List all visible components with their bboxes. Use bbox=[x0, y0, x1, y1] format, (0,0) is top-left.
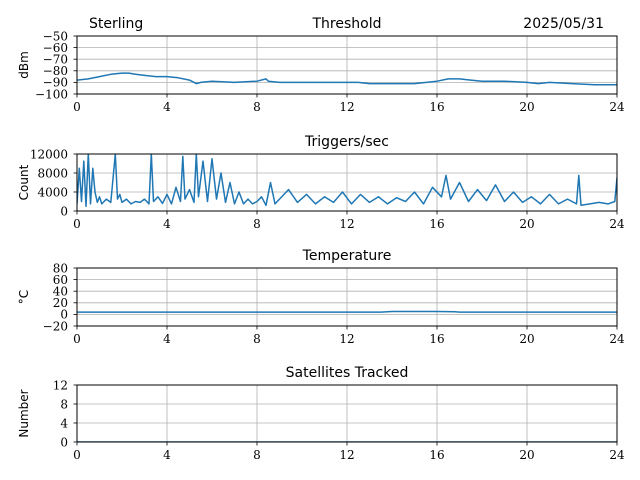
y-tick-label: 4 bbox=[60, 416, 68, 430]
x-tick-label: 0 bbox=[73, 332, 81, 346]
y-tick-label: −20 bbox=[43, 319, 68, 333]
x-tick-label: 8 bbox=[253, 332, 261, 346]
x-tick-label: 8 bbox=[253, 217, 261, 231]
x-tick-label: 16 bbox=[429, 332, 444, 346]
y-tick-label: 4000 bbox=[37, 185, 68, 199]
x-tick-label: 4 bbox=[163, 448, 171, 462]
x-tick-label: 24 bbox=[609, 100, 625, 114]
y-tick-label: −90 bbox=[43, 76, 68, 90]
y-tick-label: 8 bbox=[60, 397, 68, 411]
y-tick-label: 60 bbox=[53, 273, 68, 287]
x-tick-label: 8 bbox=[253, 448, 261, 462]
panel-title: Threshold bbox=[312, 16, 382, 32]
x-tick-label: 4 bbox=[163, 217, 171, 231]
y-tick-label: 80 bbox=[53, 261, 68, 275]
y-axis-label: dBm bbox=[17, 51, 31, 79]
x-tick-label: 4 bbox=[163, 100, 171, 114]
panel-title: Triggers/sec bbox=[304, 134, 389, 150]
plot-frame bbox=[76, 153, 618, 212]
x-tick-label: 24 bbox=[609, 332, 625, 346]
plot-frame bbox=[76, 35, 618, 95]
series-line-1 bbox=[77, 72, 617, 86]
station-name: Sterling bbox=[89, 16, 143, 32]
x-tick-label: 0 bbox=[73, 448, 81, 462]
y-axis-label: Count bbox=[17, 164, 31, 200]
y-tick-label: 0 bbox=[60, 308, 68, 322]
panels: 0 4 8 12 16 20 24 −50−60−70−80−90−100 Threshold d… bbox=[17, 16, 625, 462]
y-tick-label: −80 bbox=[43, 64, 68, 78]
y-axis-label: °C bbox=[17, 290, 31, 304]
x-tick-label: 0 bbox=[73, 217, 81, 231]
plot-frame bbox=[76, 267, 618, 327]
series-line-1 bbox=[77, 310, 617, 313]
panel-4: 0 4 8 12 16 20 24 12 8 4 0 Satellites Tracked Number bbox=[17, 365, 625, 462]
y-tick-label: 0 bbox=[60, 204, 68, 218]
y-tick-label: −70 bbox=[43, 53, 68, 67]
x-tick-label: 16 bbox=[429, 100, 444, 114]
y-tick-label: 12 bbox=[53, 378, 68, 392]
x-tick-label: 16 bbox=[429, 217, 444, 231]
x-tick-label: 16 bbox=[429, 448, 444, 462]
panel-1: 0 4 8 12 16 20 24 −50−60−70−80−90−100 Threshold d… bbox=[17, 16, 625, 114]
x-tick-label: 12 bbox=[339, 217, 354, 231]
panel-2: 0 4 8 12 16 20 24 12000 8000 4000 0 Triggers/sec Cou… bbox=[17, 134, 625, 231]
x-tick-label: 12 bbox=[339, 100, 354, 114]
panel-title: Satellites Tracked bbox=[286, 365, 409, 381]
x-tick-label: 12 bbox=[339, 448, 354, 462]
y-tick-label: −60 bbox=[43, 41, 68, 55]
date-label: 2025/05/31 bbox=[523, 16, 604, 32]
series-line-1 bbox=[77, 154, 617, 208]
panel-title: Temperature bbox=[302, 248, 392, 264]
x-tick-label: 8 bbox=[253, 100, 261, 114]
y-tick-label: 40 bbox=[53, 285, 68, 299]
y-tick-label: 0 bbox=[60, 435, 68, 449]
x-tick-label: 4 bbox=[163, 332, 171, 346]
x-tick-label: 24 bbox=[609, 448, 625, 462]
x-tick-label: 20 bbox=[519, 332, 534, 346]
plot-frame bbox=[76, 384, 618, 443]
x-tick-label: 12 bbox=[339, 332, 354, 346]
x-tick-label: 24 bbox=[609, 217, 625, 231]
y-tick-label: 12000 bbox=[30, 147, 68, 161]
x-tick-label: 20 bbox=[519, 100, 534, 114]
x-tick-label: 20 bbox=[519, 217, 534, 231]
y-tick-label: −100 bbox=[35, 87, 68, 101]
y-tick-label: 8000 bbox=[37, 166, 68, 180]
x-tick-label: 20 bbox=[519, 448, 534, 462]
y-axis-label: Number bbox=[17, 389, 31, 437]
y-tick-label: −50 bbox=[43, 29, 68, 43]
x-tick-label: 0 bbox=[73, 100, 81, 114]
y-tick-label: 20 bbox=[53, 296, 68, 310]
